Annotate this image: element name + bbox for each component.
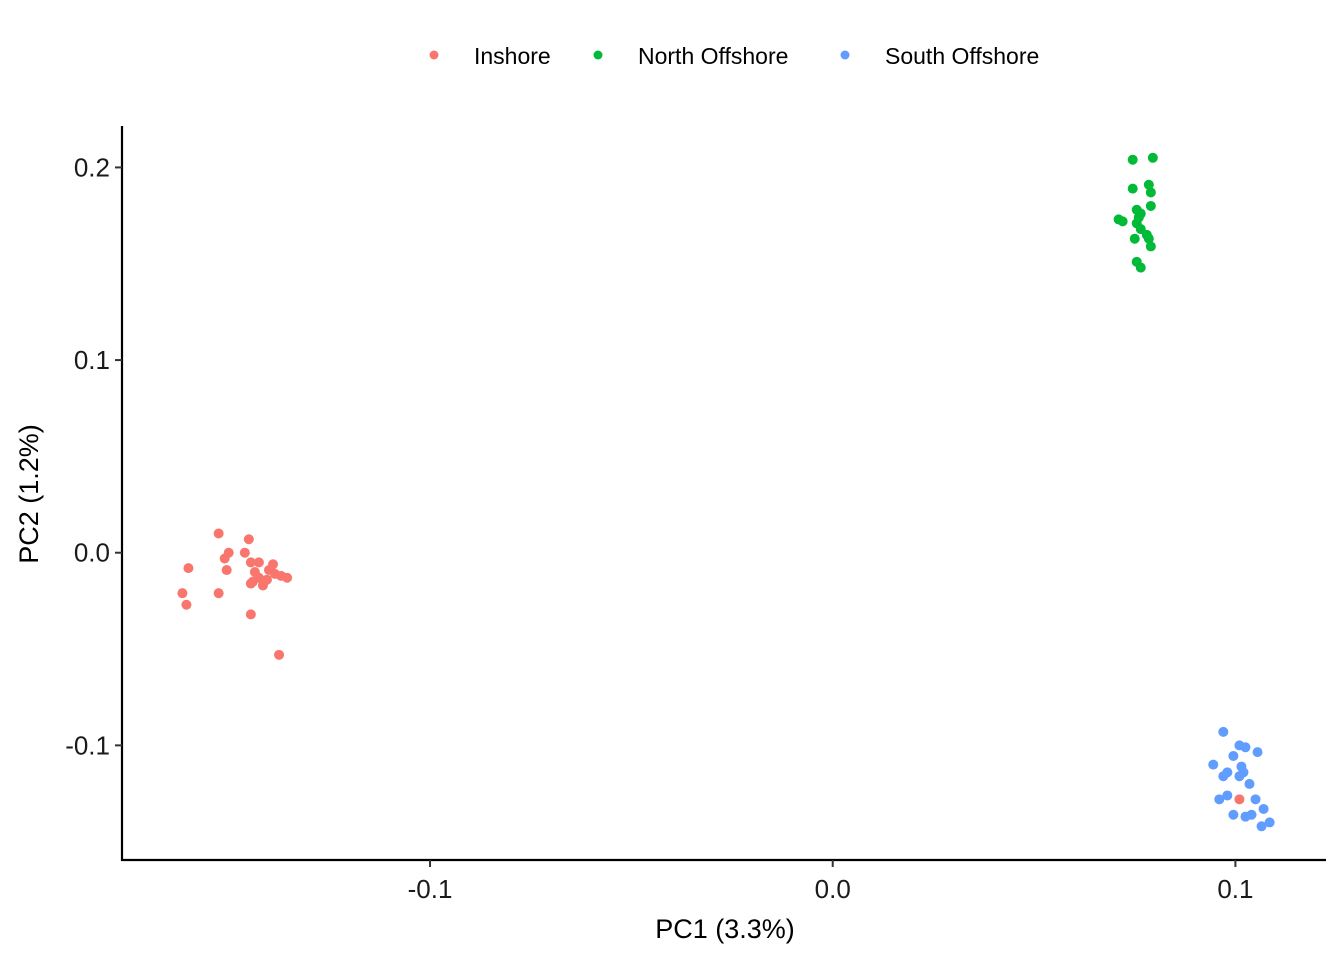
data-point (1246, 809, 1257, 820)
data-point (274, 649, 285, 660)
y-axis-title: PC2 (1.2%) (14, 424, 44, 564)
data-point (219, 553, 230, 564)
data-point (1218, 726, 1229, 737)
legend-label: Inshore (474, 43, 551, 69)
data-point (1228, 750, 1239, 761)
data-point (245, 609, 256, 620)
data-point (1143, 233, 1154, 244)
data-point (1127, 183, 1138, 194)
data-point (1252, 747, 1263, 758)
data-point (1145, 200, 1156, 211)
x-tick-label: -0.1 (408, 874, 453, 904)
data-point (1129, 233, 1140, 244)
data-point (1208, 759, 1219, 770)
data-point (1228, 809, 1239, 820)
legend: Inshore North Offshore South Offshore (429, 43, 1039, 69)
legend-label: North Offshore (638, 43, 788, 69)
data-point (221, 565, 232, 576)
data-point (245, 557, 256, 568)
data-point (239, 547, 250, 558)
data-point (1145, 187, 1156, 198)
data-point (1143, 179, 1154, 190)
data-point (243, 534, 254, 545)
x-axis-title: PC1 (3.3%) (655, 914, 795, 944)
x-tick-label: 0.0 (815, 874, 851, 904)
data-point (213, 528, 224, 539)
data-point (1250, 794, 1261, 805)
data-point (1145, 241, 1156, 252)
data-point (1240, 742, 1251, 753)
data-point (183, 563, 194, 574)
data-point (1234, 794, 1245, 805)
scatter-points (177, 152, 1275, 832)
data-point (1218, 771, 1229, 782)
data-point (1135, 262, 1146, 273)
legend-key (429, 50, 439, 60)
data-point (1244, 778, 1255, 789)
y-tick-label: 0.1 (74, 345, 110, 375)
data-point (245, 578, 256, 589)
data-point (1222, 790, 1233, 801)
data-point (177, 588, 188, 599)
data-point (1258, 803, 1269, 814)
y-tick-label: 0.2 (74, 152, 110, 182)
data-point (1127, 154, 1138, 165)
axes: 0.2 0.1 0.0 -0.1 -0.1 0.0 0.1 (65, 126, 1326, 904)
data-point (213, 588, 224, 599)
y-tick-label: 0.0 (74, 538, 110, 568)
data-point (1234, 771, 1245, 782)
data-point (1147, 152, 1158, 163)
legend-key (840, 50, 850, 60)
legend-key (593, 50, 603, 60)
data-point (253, 557, 264, 568)
data-point (1264, 817, 1275, 828)
legend-label: South Offshore (885, 43, 1039, 69)
data-point (1214, 794, 1225, 805)
data-point (282, 572, 293, 583)
data-point (257, 580, 268, 591)
data-point (1256, 821, 1267, 832)
x-tick-label: 0.1 (1217, 874, 1253, 904)
data-point (181, 599, 192, 610)
data-point (1117, 216, 1128, 227)
y-tick-label: -0.1 (65, 730, 110, 760)
